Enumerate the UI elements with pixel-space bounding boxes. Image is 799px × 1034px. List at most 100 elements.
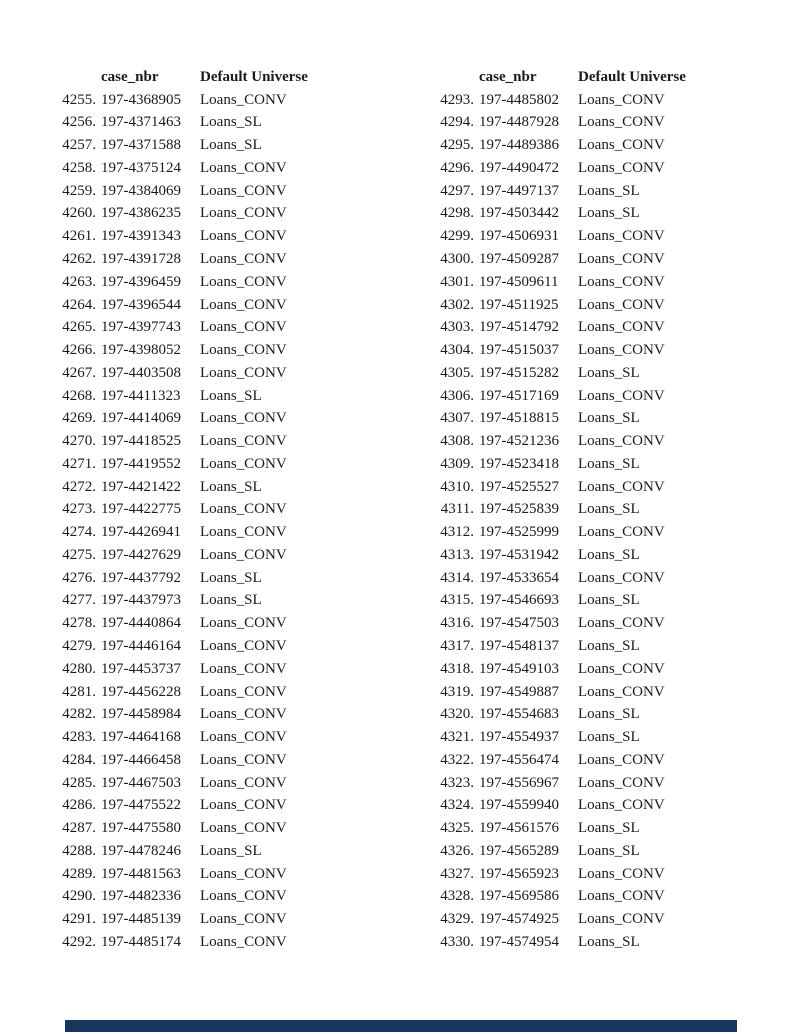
row-index: 4284. xyxy=(62,751,96,768)
table-row: 4289. 197-4481563 Loans_CONV xyxy=(58,863,308,886)
case-number: 197-4414069 xyxy=(101,410,181,427)
table-row: 4265. 197-4397743 Loans_CONV xyxy=(58,316,308,339)
table-row: 4259. 197-4384069 Loans_CONV xyxy=(58,180,308,203)
row-index: 4322. xyxy=(440,751,474,768)
case-number: 197-4525999 xyxy=(479,524,559,541)
table-row: 4303. 197-4514792 Loans_CONV xyxy=(436,316,686,339)
table-row: 4293. 197-4485802 Loans_CONV xyxy=(436,89,686,112)
universe-value: Loans_CONV xyxy=(200,706,287,723)
table-row: 4276. 197-4437792 Loans_SL xyxy=(58,567,308,590)
table-row: 4312. 197-4525999 Loans_CONV xyxy=(436,521,686,544)
row-index: 4291. xyxy=(62,911,96,928)
table-row: 4301. 197-4509611 Loans_CONV xyxy=(436,271,686,294)
row-index: 4299. xyxy=(440,228,474,245)
universe-value: Loans_SL xyxy=(578,592,640,609)
universe-value: Loans_CONV xyxy=(578,319,665,336)
row-index: 4276. xyxy=(62,569,96,586)
row-index: 4264. xyxy=(62,296,96,313)
table-row: 4270. 197-4418525 Loans_CONV xyxy=(58,430,308,453)
table-row: 4266. 197-4398052 Loans_CONV xyxy=(58,339,308,362)
universe-value: Loans_CONV xyxy=(200,342,287,359)
row-index: 4328. xyxy=(440,888,474,905)
case-number: 197-4396459 xyxy=(101,273,181,290)
case-number: 197-4574954 xyxy=(479,933,559,950)
table-row: 4328. 197-4569586 Loans_CONV xyxy=(436,886,686,909)
universe-value: Loans_CONV xyxy=(578,660,665,677)
row-index: 4265. xyxy=(62,319,96,336)
case-number: 197-4467503 xyxy=(101,774,181,791)
universe-value: Loans_CONV xyxy=(578,251,665,267)
case-number: 197-4458984 xyxy=(101,706,181,723)
row-index: 4312. xyxy=(440,524,474,541)
case-number: 197-4525527 xyxy=(479,478,559,495)
row-index: 4314. xyxy=(440,569,474,586)
case-number: 197-4569586 xyxy=(479,888,559,905)
universe-value: Loans_SL xyxy=(200,137,262,154)
universe-value: Loans_SL xyxy=(578,933,640,950)
case-number: 197-4475522 xyxy=(101,797,181,814)
row-index: 4288. xyxy=(62,842,96,859)
row-index: 4292. xyxy=(62,933,96,950)
case-number: 197-4517169 xyxy=(479,387,559,404)
universe-value: Loans_CONV xyxy=(578,888,665,905)
row-index: 4313. xyxy=(440,546,474,563)
table-row: 4278. 197-4440864 Loans_CONV xyxy=(58,612,308,635)
universe-value: Loans_SL xyxy=(578,729,640,746)
row-index: 4294. xyxy=(440,114,474,131)
table-row: 4280. 197-4453737 Loans_CONV xyxy=(58,658,308,681)
universe-value: Loans_SL xyxy=(578,501,640,518)
table-row: 4329. 197-4574925 Loans_CONV xyxy=(436,908,686,931)
table-row: 4263. 197-4396459 Loans_CONV xyxy=(58,271,308,294)
case-number: 197-4456228 xyxy=(101,683,181,700)
case-number: 197-4515037 xyxy=(479,342,559,359)
table-row: 4261. 197-4391343 Loans_CONV xyxy=(58,225,308,248)
universe-value: Loans_CONV xyxy=(200,820,287,837)
table-row: 4256. 197-4371463 Loans_SL xyxy=(58,112,308,135)
case-number: 197-4559940 xyxy=(479,797,559,814)
row-index: 4282. xyxy=(62,706,96,723)
universe-value: Loans_CONV xyxy=(578,91,665,108)
universe-value: Loans_CONV xyxy=(200,251,287,267)
universe-value: Loans_CONV xyxy=(200,91,287,108)
row-index: 4293. xyxy=(440,91,474,108)
table-row: 4330. 197-4574954 Loans_SL xyxy=(436,931,686,954)
universe-value: Loans_CONV xyxy=(200,638,287,655)
universe-value: Loans_SL xyxy=(578,205,640,222)
table-row: 4260. 197-4386235 Loans_CONV xyxy=(58,203,308,226)
table-row: 4315. 197-4546693 Loans_SL xyxy=(436,590,686,613)
case-number: 197-4391343 xyxy=(101,228,181,245)
case-number: 197-4478246 xyxy=(101,842,181,859)
row-index: 4266. xyxy=(62,342,96,359)
table-row: 4323. 197-4556967 Loans_CONV xyxy=(436,772,686,795)
row-index: 4260. xyxy=(62,205,96,222)
row-index: 4287. xyxy=(62,820,96,837)
case-number: 197-4418525 xyxy=(101,433,181,450)
row-index: 4304. xyxy=(440,342,474,359)
universe-value: Loans_CONV xyxy=(200,364,287,381)
case-number: 197-4481563 xyxy=(101,865,181,882)
table-row: 4287. 197-4475580 Loans_CONV xyxy=(58,817,308,840)
universe-value: Loans_SL xyxy=(578,455,640,472)
row-index: 4301. xyxy=(440,273,474,290)
universe-value: Loans_CONV xyxy=(578,114,665,131)
universe-value: Loans_SL xyxy=(578,546,640,563)
table-row: 4304. 197-4515037 Loans_CONV xyxy=(436,339,686,362)
universe-value: Loans_CONV xyxy=(578,273,665,290)
row-index: 4271. xyxy=(62,455,96,472)
case-number: 197-4514792 xyxy=(479,319,559,336)
case-number: 197-4523418 xyxy=(479,455,559,472)
row-index: 4280. xyxy=(62,660,96,677)
universe-value: Loans_CONV xyxy=(200,296,287,313)
universe-value: Loans_CONV xyxy=(200,683,287,700)
row-index: 4290. xyxy=(62,888,96,905)
row-index: 4279. xyxy=(62,638,96,655)
case-number: 197-4533654 xyxy=(479,569,559,586)
case-number: 197-4485802 xyxy=(479,91,559,108)
case-number: 197-4386235 xyxy=(101,205,181,222)
case-number: 197-4475580 xyxy=(101,820,181,837)
table-row: 4282. 197-4458984 Loans_CONV xyxy=(58,703,308,726)
table-row: 4321. 197-4554937 Loans_SL xyxy=(436,726,686,749)
table-row: 4306. 197-4517169 Loans_CONV xyxy=(436,385,686,408)
table-row: 4284. 197-4466458 Loans_CONV xyxy=(58,749,308,772)
table-row: 4316. 197-4547503 Loans_CONV xyxy=(436,612,686,635)
